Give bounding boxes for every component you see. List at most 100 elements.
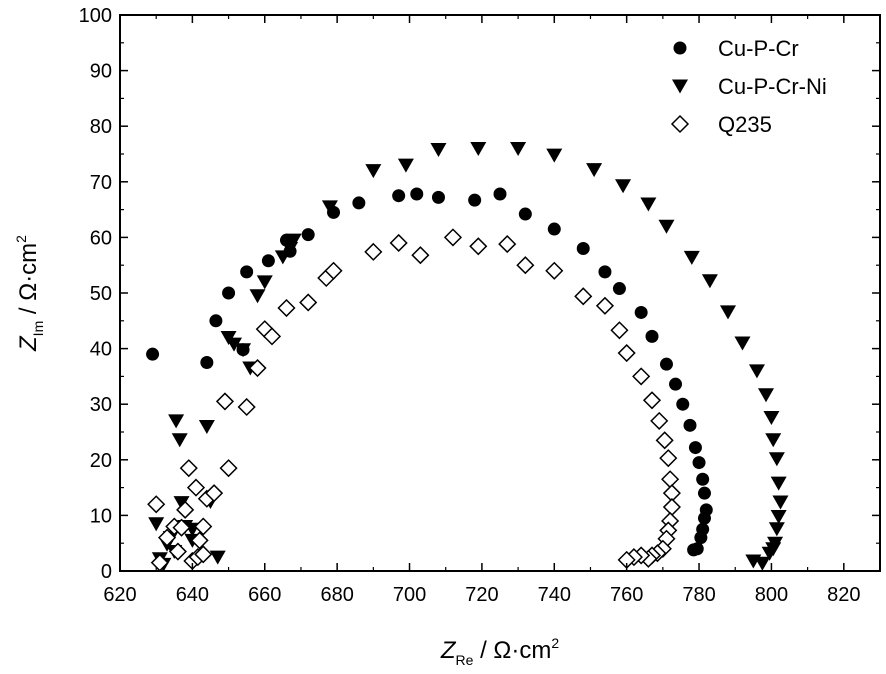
- y-axis-label-main: Z: [15, 335, 42, 352]
- data-point: [697, 511, 711, 525]
- x-axis-label: ZRe / Ω·cm2: [440, 635, 560, 668]
- data-point: [299, 293, 318, 312]
- data-point: [642, 391, 662, 410]
- tick-marks: 620 640 660 680 700 720 740 760 780 800 820 0 10 20 30…: [79, 5, 880, 606]
- data-point: [321, 200, 338, 215]
- legend-marker: [672, 79, 688, 94]
- data-point: [659, 357, 673, 371]
- legend-item: Cu-P-Cr-Ni: [672, 74, 827, 99]
- data-point: [443, 228, 463, 247]
- data-point: [365, 164, 382, 179]
- data-point: [493, 187, 507, 201]
- legend-marker: [670, 114, 690, 134]
- data-point: [262, 327, 282, 346]
- data-point: [765, 433, 782, 448]
- y-tick-label: 70: [90, 172, 112, 194]
- y-tick-label: 50: [90, 283, 112, 305]
- x-tick-label: 680: [320, 584, 353, 606]
- data-point: [659, 449, 678, 468]
- data-point: [768, 522, 785, 537]
- x-tick-label: 620: [103, 584, 136, 606]
- data-point: [770, 510, 787, 525]
- x-tick-label: 640: [176, 584, 209, 606]
- y-tick-label: 80: [90, 116, 112, 138]
- data-point: [392, 189, 406, 203]
- x-axis-label-unit: / Ω·cm: [473, 637, 551, 664]
- data-point: [576, 242, 590, 256]
- y-tick-label: 0: [101, 561, 112, 583]
- data-point: [745, 554, 762, 569]
- data-point: [617, 343, 636, 363]
- data-point: [634, 305, 648, 319]
- data-point: [701, 274, 718, 289]
- data-point: [547, 222, 561, 236]
- data-point: [274, 250, 291, 265]
- data-point: [683, 418, 697, 432]
- x-tick-label: 700: [393, 584, 426, 606]
- x-tick-label: 740: [538, 584, 571, 606]
- data-point: [364, 242, 383, 261]
- data-point: [205, 484, 224, 503]
- data-point: [610, 321, 629, 340]
- data-point: [658, 219, 675, 234]
- series-1: [148, 141, 789, 572]
- data-point: [430, 143, 447, 158]
- data-point: [256, 275, 273, 290]
- data-point: [235, 343, 252, 358]
- y-axis-label-sub: Im: [30, 321, 46, 337]
- data-point: [498, 235, 517, 254]
- data-point: [301, 228, 315, 242]
- x-tick-label: 820: [827, 584, 860, 606]
- data-point: [545, 261, 564, 280]
- data-point: [661, 470, 680, 489]
- data-point: [173, 496, 190, 511]
- data-point: [669, 377, 683, 391]
- y-axis-label: ZIm / Ω·cm2: [13, 235, 46, 352]
- data-point: [194, 545, 213, 564]
- y-tick-label: 40: [90, 339, 112, 361]
- data-point: [200, 356, 214, 369]
- data-point: [761, 546, 778, 561]
- data-point: [645, 329, 659, 343]
- data-point: [148, 517, 165, 532]
- data-point: [772, 495, 789, 510]
- data-point: [219, 459, 238, 478]
- data-point: [655, 431, 674, 450]
- data-point: [261, 254, 275, 268]
- y-axis-label-unit: / Ω·cm: [15, 243, 42, 321]
- legend-label: Q235: [718, 112, 772, 137]
- data-point: [640, 197, 657, 212]
- data-point: [598, 265, 612, 279]
- y-tick-label: 60: [90, 227, 112, 249]
- data-point: [468, 193, 482, 207]
- x-axis-label-sub: Re: [456, 652, 474, 668]
- data-point: [676, 397, 690, 411]
- data-point: [469, 237, 488, 256]
- x-tick-label: 780: [682, 584, 715, 606]
- legend-marker: [673, 41, 687, 55]
- y-tick-label: 100: [79, 5, 112, 27]
- y-tick-label: 30: [90, 394, 112, 416]
- data-point: [194, 517, 213, 536]
- data-point: [763, 411, 780, 426]
- data-point: [754, 556, 771, 571]
- data-point: [615, 179, 632, 194]
- legend-label: Cu-P-Cr-Ni: [718, 74, 827, 99]
- data-point: [410, 187, 424, 201]
- y-axis-label-sup: 2: [13, 235, 29, 243]
- x-axis-label-sup: 2: [551, 635, 559, 651]
- data-point: [692, 456, 706, 470]
- x-axis-label-main: Z: [440, 637, 457, 664]
- data-point: [171, 433, 188, 448]
- data-point: [209, 314, 223, 328]
- data-point: [697, 486, 711, 500]
- data-point: [734, 336, 751, 351]
- data-point: [696, 472, 710, 486]
- data-point: [518, 207, 532, 221]
- data-point: [586, 163, 603, 178]
- data-point: [720, 305, 736, 320]
- data-point: [770, 476, 787, 491]
- data-point: [389, 233, 408, 253]
- data-point: [595, 296, 615, 315]
